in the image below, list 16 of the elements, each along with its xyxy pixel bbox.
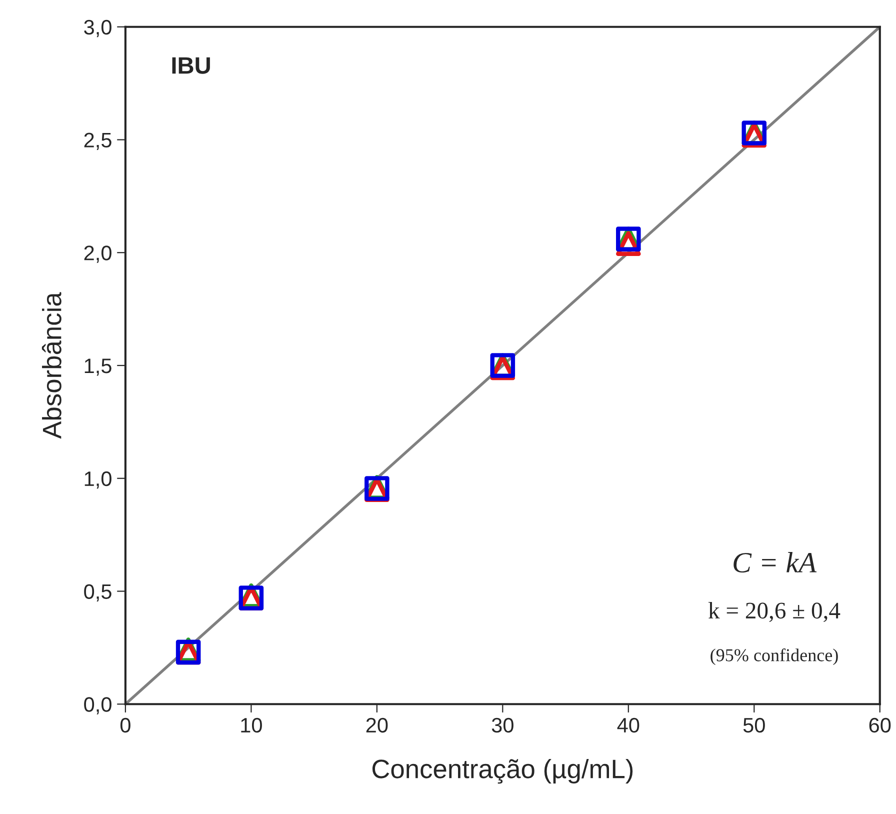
y-axis-title: Absorbância — [42, 292, 62, 439]
x-tick-label: 40 — [617, 718, 640, 733]
y-tick-label: 2,0 — [84, 246, 112, 263]
x-tick-label: 50 — [743, 718, 765, 733]
y-tick-label: 0,5 — [84, 584, 112, 602]
x-tick-label: 20 — [366, 718, 388, 733]
y-tick-label: 3,0 — [84, 20, 112, 38]
x-tick-label: 30 — [492, 718, 514, 733]
y-tick-label: 1,0 — [84, 471, 112, 489]
y-tick-label: 1,5 — [84, 358, 112, 376]
y-tick-label: 0,0 — [84, 697, 112, 714]
x-tick-label: 0 — [120, 718, 130, 733]
x-tick-label: 60 — [869, 718, 891, 733]
x-axis-title: Concentração (µg/mL) — [372, 758, 633, 784]
y-tick-label: 2,5 — [84, 132, 112, 150]
x-tick-label: 10 — [241, 718, 262, 733]
